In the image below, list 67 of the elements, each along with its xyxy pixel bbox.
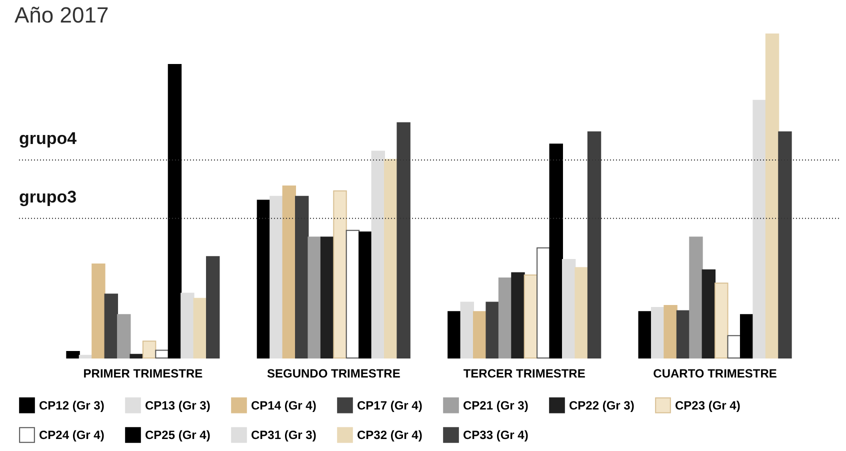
bar (664, 305, 678, 358)
legend-label: CP12 (Gr 3) (39, 398, 104, 412)
legend-label: CP23 (Gr 4) (675, 398, 740, 412)
bar (256, 200, 271, 358)
bar (740, 314, 754, 358)
bar (765, 34, 780, 358)
bar (180, 292, 194, 358)
legend-label: CP22 (Gr 3) (569, 398, 634, 412)
bar (333, 190, 347, 358)
bar (472, 311, 487, 358)
bar (193, 298, 208, 358)
bar (702, 269, 716, 358)
bar (206, 256, 220, 358)
x-tick-label: PRIMER TRIMESTRE (83, 366, 203, 380)
legend-label: CP25 (Gr 4) (145, 428, 210, 442)
bar (549, 144, 563, 358)
bar (346, 230, 360, 358)
bar (638, 311, 652, 358)
bar (524, 274, 538, 358)
legend-label: CP13 (Gr 3) (145, 398, 210, 412)
bar (320, 236, 334, 358)
x-tick-label: SEGUNDO TRIMESTRE (266, 366, 400, 380)
legend-label: CP17 (Gr 4) (357, 398, 422, 412)
bar (752, 100, 766, 358)
bar (536, 247, 550, 358)
bar (295, 196, 309, 358)
legend-label: CP32 (Gr 4) (357, 428, 422, 442)
bar (308, 236, 322, 358)
bar (270, 196, 284, 358)
bar (358, 231, 372, 358)
legend-label: CP24 (Gr 4) (39, 428, 104, 442)
bar (511, 272, 525, 358)
bar (282, 185, 296, 358)
x-tick-label: TERCER TRIMESTRE (463, 366, 586, 380)
x-tick-label: CUARTO TRIMESTRE (653, 366, 777, 380)
bar (689, 236, 703, 358)
legend-label: CP31 (Gr 3) (251, 428, 316, 442)
bar (142, 340, 156, 358)
bar (168, 64, 182, 358)
bar (714, 282, 728, 358)
chart-title: Año 2017 (14, 2, 109, 28)
bar (78, 354, 93, 358)
bar (117, 314, 131, 358)
bar (676, 310, 690, 358)
bar (460, 302, 474, 358)
bar (486, 302, 500, 358)
legend-label: CP33 (Gr 4) (463, 428, 528, 442)
legend-label: CP21 (Gr 3) (463, 398, 528, 412)
ref-line-label: grupo3 (19, 187, 77, 206)
bar (778, 131, 792, 358)
bar (92, 264, 106, 358)
bar (498, 277, 512, 358)
bar (650, 306, 665, 358)
ref-line-label: grupo4 (19, 129, 78, 148)
bar (562, 259, 576, 358)
legend-label: CP14 (Gr 4) (251, 398, 316, 412)
bar (371, 150, 386, 358)
bar (574, 267, 588, 358)
bar (448, 311, 462, 358)
bar (396, 122, 410, 358)
bar (587, 131, 602, 358)
bar (155, 350, 169, 358)
bar (104, 294, 118, 358)
bar (130, 354, 144, 358)
bar (384, 158, 398, 358)
bar (727, 335, 741, 358)
bar (66, 351, 80, 358)
